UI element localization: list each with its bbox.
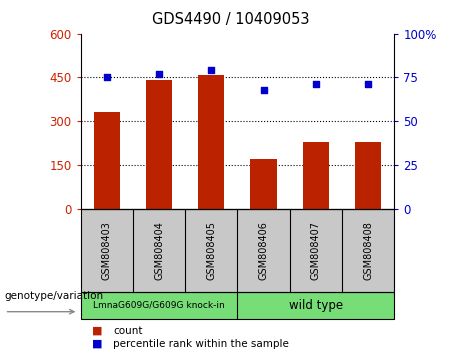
Text: ■: ■ [92, 326, 103, 336]
Text: ■: ■ [92, 339, 103, 349]
Text: GSM808408: GSM808408 [363, 221, 373, 280]
Text: wild type: wild type [289, 299, 343, 312]
Text: GSM808406: GSM808406 [259, 221, 269, 280]
Bar [250, 159, 277, 209]
Text: percentile rank within the sample: percentile rank within the sample [113, 339, 289, 349]
Bar [146, 80, 172, 209]
Point [312, 82, 319, 87]
Text: GSM808403: GSM808403 [102, 221, 112, 280]
Point [207, 68, 215, 73]
Point [364, 82, 372, 87]
Text: GSM808405: GSM808405 [206, 221, 216, 280]
Bar [355, 142, 381, 209]
Text: count: count [113, 326, 142, 336]
Bar [198, 75, 225, 209]
Text: genotype/variation: genotype/variation [5, 291, 104, 302]
Text: GSM808404: GSM808404 [154, 221, 164, 280]
Point [103, 75, 111, 80]
Text: LmnaG609G/G609G knock-in: LmnaG609G/G609G knock-in [93, 301, 225, 310]
Text: GDS4490 / 10409053: GDS4490 / 10409053 [152, 12, 309, 27]
Point [260, 87, 267, 92]
Point [155, 71, 163, 77]
Bar [303, 142, 329, 209]
Bar [94, 113, 120, 209]
Text: GSM808407: GSM808407 [311, 221, 321, 280]
